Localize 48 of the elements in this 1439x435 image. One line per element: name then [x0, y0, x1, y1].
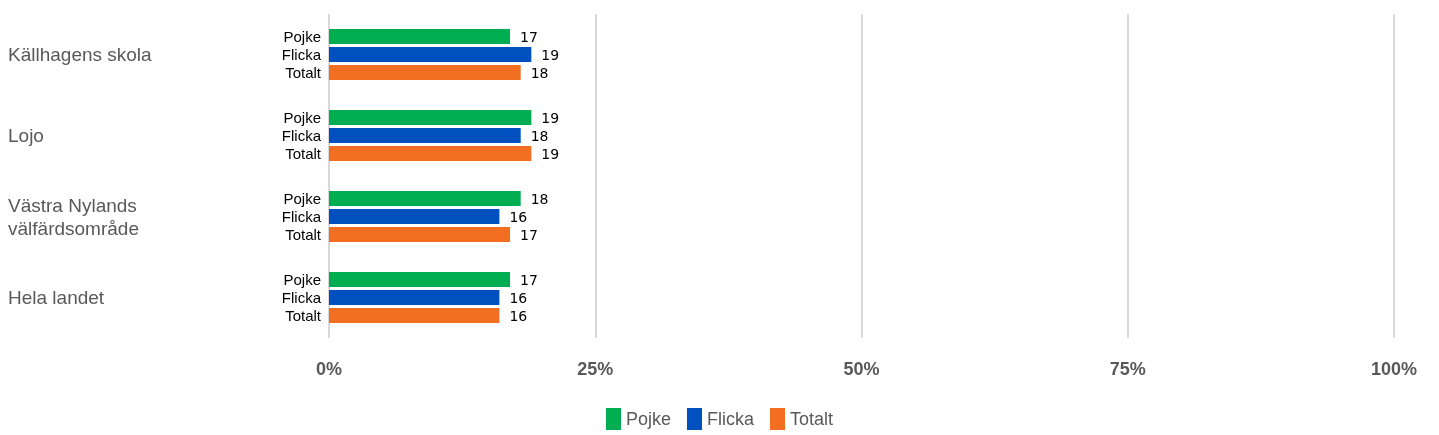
legend-label: Totalt	[790, 409, 834, 429]
bar	[329, 272, 511, 287]
bar	[329, 110, 532, 125]
data-label: 17	[520, 226, 538, 243]
data-label: 18	[530, 64, 549, 81]
legend-label: Pojke	[625, 409, 671, 429]
bar	[329, 146, 532, 161]
data-label: 19	[541, 145, 560, 162]
x-tick-label: 100%	[1370, 359, 1418, 379]
text: Pojke	[283, 190, 321, 207]
bar	[329, 29, 511, 44]
text: Flicka	[281, 127, 321, 144]
bar	[329, 308, 500, 323]
text: Totalt	[285, 145, 321, 162]
text: Totalt	[285, 64, 321, 81]
data-label: 18	[530, 190, 549, 207]
x-tick-label: 25%	[577, 359, 614, 379]
y-tick-label: Källhagens skola	[8, 44, 153, 65]
x-tick-label: 75%	[1109, 359, 1146, 379]
x-tick-label: 0%	[315, 359, 343, 379]
y-tick-label: Lojo	[8, 125, 44, 146]
text: Pojke	[283, 271, 321, 288]
data-label: 16	[509, 208, 528, 225]
data-label: 18	[530, 127, 549, 144]
data-label: 16	[509, 289, 528, 306]
data-label: 17	[520, 28, 538, 45]
data-label: 19	[541, 109, 560, 126]
text: Pojke	[283, 109, 321, 126]
data-label: 19	[541, 46, 560, 63]
text: Totalt	[285, 226, 321, 243]
text: Flicka	[281, 46, 321, 63]
text: Flicka	[281, 208, 321, 225]
y-tick-label: Västra Nylands välfärdsområde	[8, 194, 143, 239]
data-label: 16	[509, 307, 528, 324]
bar	[329, 128, 521, 143]
bar	[329, 290, 500, 305]
bar	[329, 65, 521, 80]
bar	[329, 227, 511, 242]
bar	[329, 47, 532, 62]
text: Totalt	[285, 307, 321, 324]
text: Flicka	[281, 289, 321, 306]
legend-label: Flicka	[707, 409, 755, 429]
bar	[329, 191, 521, 206]
x-tick-label: 50%	[843, 359, 880, 379]
text: Pojke	[283, 28, 321, 45]
data-label: 17	[520, 271, 538, 288]
bar	[329, 209, 500, 224]
y-tick-label: Hela landet	[8, 287, 105, 308]
